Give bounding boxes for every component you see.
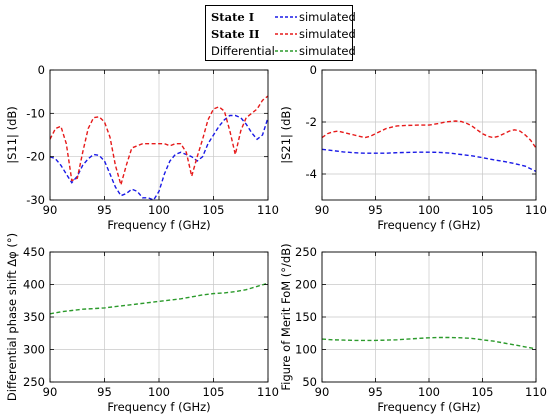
series-line-state-i: [322, 148, 536, 173]
y-tick-label: 100: [295, 343, 317, 357]
x-tick-label: 110: [257, 203, 279, 217]
x-tick-label: 110: [257, 385, 279, 399]
legend-entry-state-1: State I simulated: [211, 9, 356, 25]
series-line-differential: [322, 336, 536, 350]
series-line-state-i: [50, 114, 268, 200]
x-axis-label: Frequency f (GHz): [107, 400, 210, 414]
y-tick-label: 400: [23, 278, 45, 292]
legend-swatch: [275, 16, 297, 18]
series-line-differential: [50, 282, 268, 315]
y-tick-label: 0: [310, 63, 317, 77]
legend-entry-state-2: State II simulated: [211, 26, 356, 42]
x-tick-label: 90: [43, 203, 58, 217]
x-tick-label: 95: [368, 203, 383, 217]
x-tick-label: 90: [315, 203, 330, 217]
y-tick-label: 150: [295, 310, 317, 324]
y-tick-label: 200: [295, 278, 317, 292]
y-tick-label: 350: [23, 310, 45, 324]
x-tick-label: 100: [148, 203, 170, 217]
legend-state-label: Differential: [211, 44, 275, 58]
chart-panel-4: 90 95 100 105 110 50 100 150 200 250 Frequency f (…: [279, 243, 547, 414]
series-line-state-ii: [50, 95, 268, 188]
x-tick-label: 105: [203, 385, 225, 399]
y-axis-label: Differential phase shift Δφ (°): [5, 233, 19, 401]
x-tick-label: 100: [418, 203, 440, 217]
x-tick-label: 105: [472, 385, 494, 399]
legend-series-label: simulated: [299, 10, 356, 24]
legend: State I simulated State II simulated Dif…: [205, 5, 356, 61]
chart-panel-1: 90 95 100 105 110 -30 -20 -10 0 Frequency f (GHz)…: [5, 63, 279, 232]
chart-panel-2: 90 95 100 105 110 -4 -2 0 Frequency f (GHz) |S21|…: [279, 63, 547, 232]
chart-panel-3: 90 95 100 105 110 250 300 350 400 450 Frequency f …: [5, 233, 279, 414]
legend-series-label: simulated: [299, 44, 356, 58]
y-tick-label: -4: [306, 167, 317, 181]
y-tick-label: -30: [26, 193, 45, 207]
y-tick-label: 0: [38, 63, 45, 77]
y-tick-label: 250: [295, 245, 317, 259]
legend-swatch: [275, 33, 297, 35]
y-tick-label: -2: [306, 115, 317, 129]
x-tick-label: 90: [315, 385, 330, 399]
y-tick-label: 300: [23, 343, 45, 357]
y-tick-label: 50: [302, 375, 317, 389]
legend-state-label: State I: [211, 10, 255, 24]
x-tick-label: 100: [148, 385, 170, 399]
x-axis-label: Frequency f (GHz): [377, 218, 480, 232]
x-tick-label: 95: [97, 385, 112, 399]
x-tick-label: 105: [472, 203, 494, 217]
legend-entry-differential: Differential simulated: [211, 43, 356, 59]
x-tick-label: 110: [525, 385, 547, 399]
x-tick-label: 95: [97, 203, 112, 217]
x-axis-label: Frequency f (GHz): [107, 218, 210, 232]
y-axis-label: Figure of Merit FoM (°/dB): [279, 243, 293, 390]
series-line-state-ii: [322, 120, 536, 149]
x-tick-label: 90: [43, 385, 58, 399]
x-tick-label: 95: [368, 385, 383, 399]
x-tick-label: 100: [418, 385, 440, 399]
x-axis-label: Frequency f (GHz): [377, 400, 480, 414]
y-tick-label: 450: [23, 245, 45, 259]
x-tick-label: 110: [525, 203, 547, 217]
y-tick-label: -20: [26, 150, 45, 164]
legend-swatch: [275, 50, 297, 52]
y-tick-label: 250: [23, 375, 45, 389]
x-tick-label: 105: [203, 203, 225, 217]
legend-state-label: State II: [211, 27, 260, 41]
y-axis-label: |S11| (dB): [5, 106, 19, 164]
y-axis-label: |S21| (dB): [279, 106, 293, 164]
y-tick-label: -10: [26, 106, 45, 120]
legend-series-label: simulated: [299, 27, 356, 41]
